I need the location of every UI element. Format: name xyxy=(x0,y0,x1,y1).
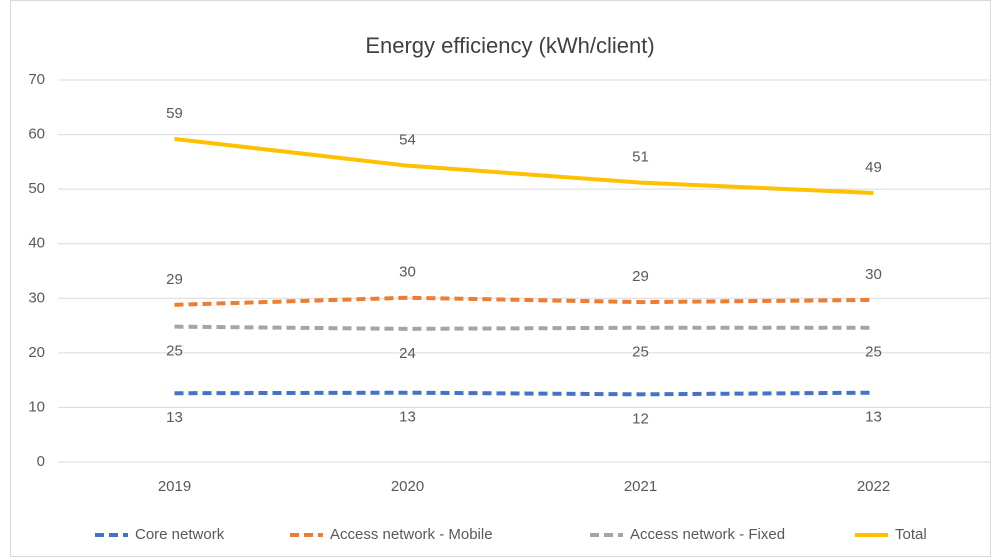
x-tick-label: 2019 xyxy=(158,478,191,495)
legend-label: Total xyxy=(895,526,927,543)
legend-label: Core network xyxy=(135,526,225,543)
data-label: 29 xyxy=(166,271,183,288)
data-label: 29 xyxy=(632,268,649,285)
y-tick-label: 40 xyxy=(28,235,45,252)
data-label: 51 xyxy=(632,149,649,166)
y-tick-label: 70 xyxy=(28,71,45,88)
data-label: 24 xyxy=(399,345,416,362)
y-tick-label: 10 xyxy=(28,398,45,415)
x-tick-label: 2022 xyxy=(857,478,890,495)
series-line xyxy=(174,390,874,397)
legend-label: Access network - Mobile xyxy=(330,526,493,543)
y-tick-label: 30 xyxy=(28,289,45,306)
chart-title: Energy efficiency (kWh/client) xyxy=(365,33,654,58)
data-label: 13 xyxy=(399,409,416,426)
data-label: 25 xyxy=(865,344,882,361)
data-label: 13 xyxy=(166,409,183,426)
series-line xyxy=(174,324,874,331)
data-label: 25 xyxy=(632,344,649,361)
y-tick-label: 50 xyxy=(28,180,45,197)
y-tick-label: 60 xyxy=(28,126,45,143)
chart-border xyxy=(10,0,991,557)
data-label: 30 xyxy=(865,266,882,283)
legend-label: Access network - Fixed xyxy=(630,526,785,543)
x-tick-label: 2020 xyxy=(391,478,424,495)
series-line xyxy=(174,136,874,195)
x-tick-label: 2021 xyxy=(624,478,657,495)
data-label: 49 xyxy=(865,159,882,176)
y-tick-label: 20 xyxy=(28,344,45,361)
data-label: 59 xyxy=(166,105,183,122)
data-label: 12 xyxy=(632,410,649,427)
series-line xyxy=(174,295,874,307)
y-tick-label: 0 xyxy=(37,453,45,470)
data-label: 30 xyxy=(399,264,416,281)
data-label: 13 xyxy=(865,409,882,426)
data-label: 54 xyxy=(399,132,416,149)
data-label: 25 xyxy=(166,343,183,360)
